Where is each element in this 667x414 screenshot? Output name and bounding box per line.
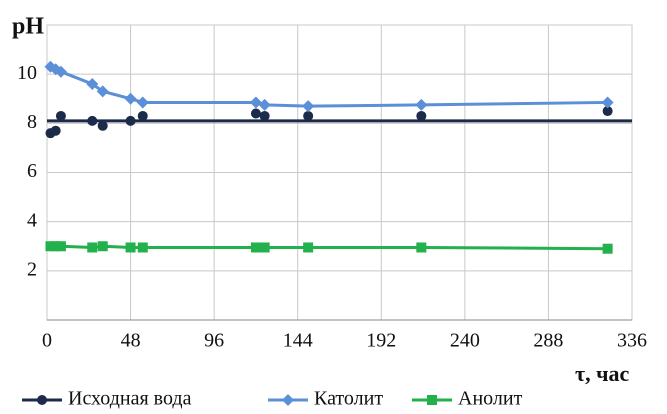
data-point xyxy=(137,242,148,253)
data-point xyxy=(125,242,136,253)
data-point xyxy=(54,65,67,78)
data-point xyxy=(136,96,149,109)
y-tick-label: 4 xyxy=(27,209,37,231)
x-tick-label: 96 xyxy=(204,330,224,352)
data-point xyxy=(416,242,427,253)
y-axis-label: pH xyxy=(12,14,44,40)
data-point xyxy=(259,110,270,121)
x-tick-label: 48 xyxy=(121,330,141,352)
data-point xyxy=(86,78,99,90)
legend-label: Анолит xyxy=(458,388,523,410)
y-tick-label: 10 xyxy=(17,62,37,84)
data-point xyxy=(124,92,137,105)
data-point xyxy=(601,96,614,109)
data-point xyxy=(137,110,148,121)
data-point xyxy=(50,125,61,136)
x-tick-label: 288 xyxy=(533,330,563,352)
legend-marker xyxy=(37,395,47,405)
data-point xyxy=(416,110,427,121)
data-point xyxy=(602,243,613,254)
data-point xyxy=(250,108,261,119)
data-point xyxy=(125,115,136,126)
data-point xyxy=(55,110,66,121)
data-point xyxy=(258,98,271,111)
data-point xyxy=(249,96,262,109)
x-tick-label: 192 xyxy=(366,330,396,352)
data-point xyxy=(97,241,108,252)
x-tick-label: 336 xyxy=(617,330,647,352)
legend-label: Исходная вода xyxy=(68,388,192,410)
data-point xyxy=(96,85,109,98)
data-point xyxy=(97,120,108,131)
data-point xyxy=(250,242,261,253)
y-tick-label: 8 xyxy=(27,111,37,133)
x-tick-label: 144 xyxy=(283,330,313,352)
data-point xyxy=(415,98,428,111)
x-tick-label: 240 xyxy=(450,330,480,352)
data-point xyxy=(259,242,270,253)
data-point xyxy=(50,241,61,252)
data-point xyxy=(602,106,613,117)
legend-marker xyxy=(427,395,437,405)
data-point xyxy=(302,100,315,113)
x-tick-label: 0 xyxy=(42,330,52,352)
x-axis-label: τ, час xyxy=(575,361,630,386)
data-point xyxy=(55,241,66,252)
data-point xyxy=(87,115,98,126)
data-point xyxy=(303,110,314,121)
legend-marker xyxy=(282,394,294,406)
data-point xyxy=(87,242,98,253)
y-tick-label: 6 xyxy=(27,160,37,182)
y-tick-label: 2 xyxy=(27,258,37,280)
data-point xyxy=(45,241,56,252)
legend-label: Католит xyxy=(314,388,383,410)
data-point xyxy=(303,242,314,253)
